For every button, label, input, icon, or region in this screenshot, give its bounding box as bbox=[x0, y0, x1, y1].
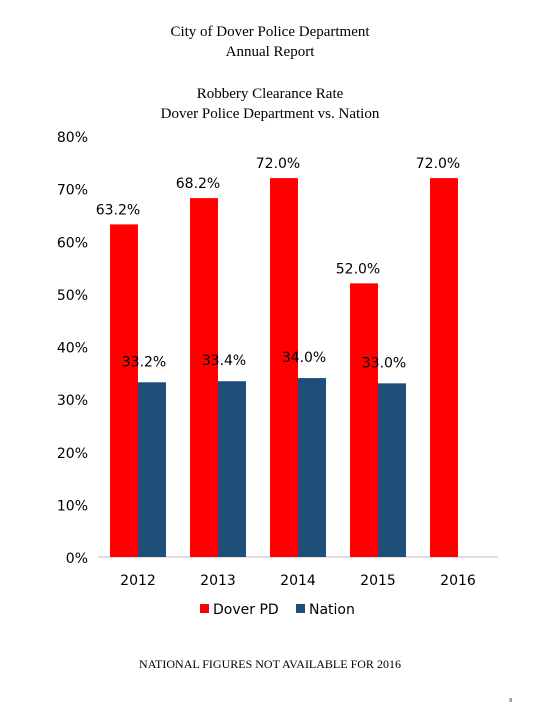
bar-nation bbox=[138, 382, 166, 557]
y-tick-label: 40% bbox=[57, 341, 88, 357]
x-tick-label: 2015 bbox=[360, 573, 396, 589]
data-label: 52.0% bbox=[336, 261, 380, 277]
data-label: 63.2% bbox=[96, 202, 140, 218]
legend-label: Dover PD bbox=[213, 602, 279, 618]
report-title: City of Dover Police Department Annual R… bbox=[0, 22, 540, 62]
y-tick-label: 0% bbox=[66, 551, 88, 567]
data-label: 72.0% bbox=[416, 156, 460, 172]
legend-swatch bbox=[296, 604, 305, 613]
bar-dover-pd bbox=[190, 198, 218, 557]
data-label: 33.2% bbox=[122, 354, 166, 370]
data-label: 34.0% bbox=[282, 350, 326, 366]
x-tick-label: 2013 bbox=[200, 573, 236, 589]
data-label: 68.2% bbox=[176, 176, 220, 192]
report-title-line1: City of Dover Police Department bbox=[170, 24, 370, 40]
y-tick-label: 50% bbox=[57, 288, 88, 304]
chart-title-block: Robbery Clearance Rate Dover Police Depa… bbox=[0, 84, 540, 124]
y-tick-label: 70% bbox=[57, 183, 88, 199]
page-number: 9 bbox=[509, 698, 512, 704]
bar-chart: 0% 10% 20% 30% 40% 50% 60% 70% 80% 63.2% 33.2% 2012… bbox=[57, 130, 498, 618]
bar-dover-pd bbox=[270, 178, 298, 557]
bar-nation bbox=[378, 383, 406, 557]
y-tick-label: 30% bbox=[57, 393, 88, 409]
data-label: 33.0% bbox=[362, 355, 406, 371]
legend-swatch bbox=[200, 604, 209, 613]
footnote: NATIONAL FIGURES NOT AVAILABLE FOR 2016 bbox=[139, 657, 401, 671]
y-tick-label: 10% bbox=[57, 498, 88, 514]
x-tick-label: 2014 bbox=[280, 573, 316, 589]
x-tick-label: 2016 bbox=[440, 573, 476, 589]
bar-dover-pd bbox=[430, 178, 458, 557]
chart-title: Robbery Clearance Rate bbox=[196, 86, 344, 102]
bar-nation bbox=[218, 381, 246, 557]
chart-subtitle: Dover Police Department vs. Nation bbox=[160, 106, 380, 122]
bar-dover-pd bbox=[350, 283, 378, 557]
data-label: 72.0% bbox=[256, 156, 300, 172]
bar-nation bbox=[298, 378, 326, 557]
report-title-line2: Annual Report bbox=[225, 44, 315, 60]
data-label: 33.4% bbox=[202, 353, 246, 369]
y-tick-label: 60% bbox=[57, 235, 88, 251]
y-tick-label: 80% bbox=[57, 130, 88, 146]
legend-label: Nation bbox=[309, 602, 355, 618]
y-tick-label: 20% bbox=[57, 446, 88, 462]
x-tick-label: 2012 bbox=[120, 573, 156, 589]
bar-dover-pd bbox=[110, 224, 138, 557]
